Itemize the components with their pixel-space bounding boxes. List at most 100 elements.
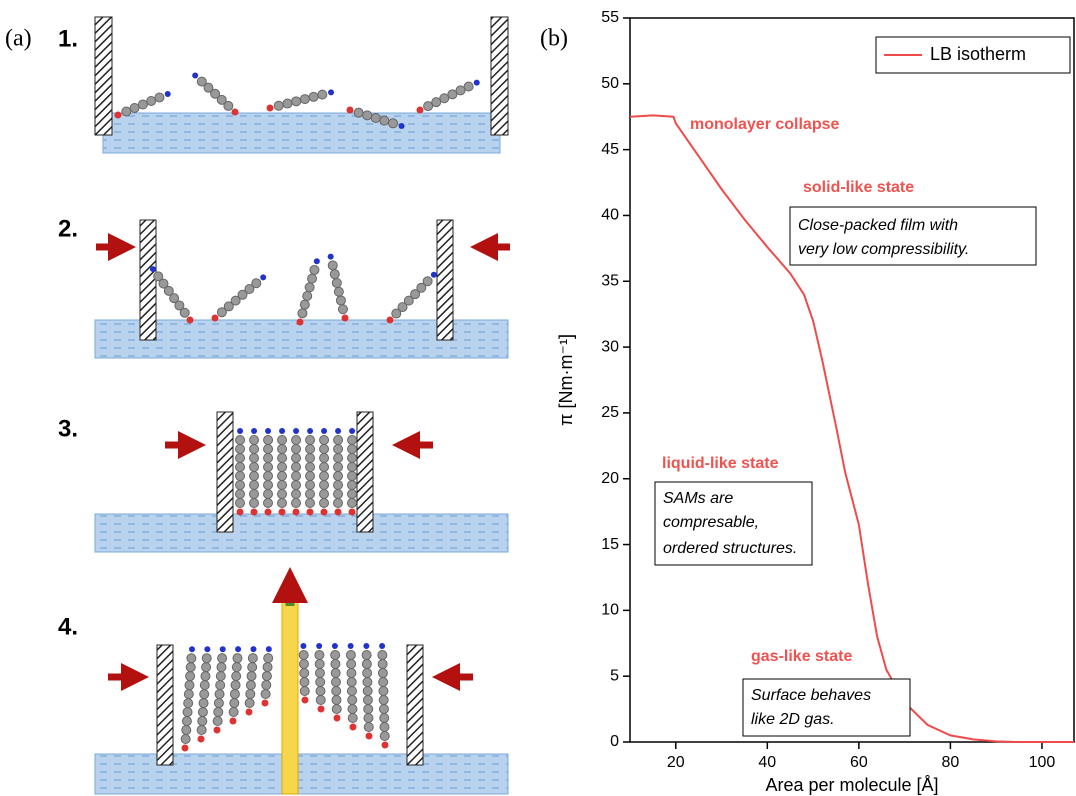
ring xyxy=(331,695,342,706)
y-tick-label: 25 xyxy=(601,404,619,421)
anchor-group xyxy=(349,723,357,731)
ring xyxy=(331,704,342,715)
ring xyxy=(346,659,357,670)
ring xyxy=(347,498,358,508)
ring xyxy=(277,489,288,499)
ring xyxy=(245,689,256,700)
annotation-text: Surface behaves xyxy=(751,687,871,704)
ring xyxy=(347,695,358,706)
ring xyxy=(232,653,243,664)
ring xyxy=(330,659,341,670)
ring xyxy=(305,489,316,499)
ring xyxy=(346,668,357,679)
nitrile xyxy=(335,428,342,435)
annotation-box xyxy=(742,678,911,737)
nitrile xyxy=(316,643,323,650)
ring xyxy=(199,689,210,700)
ring xyxy=(305,480,316,490)
y-tick-label: 55 xyxy=(601,9,619,26)
nitrile xyxy=(300,643,307,650)
ring xyxy=(291,453,302,464)
ring xyxy=(249,453,260,464)
ring xyxy=(196,76,207,87)
ring xyxy=(346,686,357,697)
anchor-group xyxy=(213,726,221,734)
ring xyxy=(249,489,260,499)
ring xyxy=(186,653,197,664)
ring xyxy=(277,453,288,464)
ring xyxy=(291,498,302,508)
ring xyxy=(337,304,348,315)
ring xyxy=(379,722,390,733)
substrate xyxy=(281,591,299,795)
ring xyxy=(333,498,344,508)
annotation-text: Close-packed film with xyxy=(798,217,958,234)
ring xyxy=(277,480,288,490)
nitrile xyxy=(349,428,356,435)
ring xyxy=(346,677,357,688)
ring xyxy=(263,471,274,481)
ring xyxy=(361,659,372,670)
nitrile xyxy=(265,428,272,435)
y-tick-label: 20 xyxy=(601,470,619,487)
ring xyxy=(181,725,192,736)
ring xyxy=(315,686,326,697)
ring xyxy=(247,653,258,664)
ring xyxy=(235,480,246,490)
x-tick-label: 60 xyxy=(850,754,868,771)
ring xyxy=(314,650,325,661)
y-tick-label: 40 xyxy=(601,207,619,224)
ring xyxy=(403,295,414,306)
ring xyxy=(422,276,433,287)
diagram: (a) (b) 1. 2. 3. 4. xyxy=(5,16,568,795)
ring xyxy=(153,271,164,282)
ring xyxy=(298,650,309,661)
ring xyxy=(260,689,271,700)
legend-label: LB isotherm xyxy=(930,44,1026,64)
x-tick-label: 100 xyxy=(1029,754,1056,771)
ring xyxy=(377,659,388,670)
step-label: 2. xyxy=(58,215,78,242)
ring xyxy=(377,668,388,679)
ring xyxy=(249,435,260,446)
nitrile xyxy=(331,643,338,650)
ring xyxy=(363,722,374,733)
ring xyxy=(314,668,325,679)
ring xyxy=(307,273,318,284)
ring xyxy=(378,677,389,688)
ring xyxy=(333,444,344,455)
anchor-group xyxy=(245,708,253,716)
anchor-group xyxy=(231,108,239,116)
ring xyxy=(378,695,389,706)
ring xyxy=(345,650,356,661)
step-label: 4. xyxy=(58,613,78,640)
anchor-group xyxy=(306,508,314,516)
step-label: 1. xyxy=(58,25,78,52)
ring xyxy=(235,489,246,499)
ring xyxy=(169,293,180,304)
ring xyxy=(129,102,140,113)
anchor-group xyxy=(346,106,354,114)
anchor-group xyxy=(381,741,389,749)
ring xyxy=(229,689,240,700)
y-tick-label: 35 xyxy=(601,272,619,289)
ring xyxy=(327,260,338,271)
ring xyxy=(216,94,227,105)
ring xyxy=(263,444,274,455)
ring xyxy=(214,689,225,700)
ring xyxy=(228,707,239,718)
y-tick-label: 45 xyxy=(601,141,619,158)
ring xyxy=(319,435,330,446)
ring xyxy=(353,107,364,118)
ring xyxy=(387,118,398,129)
ring xyxy=(333,471,344,481)
ring xyxy=(333,286,344,297)
ring xyxy=(331,686,342,697)
ring xyxy=(347,471,358,481)
ring xyxy=(378,704,389,715)
ring xyxy=(198,698,209,709)
ring xyxy=(315,677,326,688)
ring xyxy=(331,277,342,288)
ring xyxy=(291,435,302,446)
ring xyxy=(249,444,260,455)
